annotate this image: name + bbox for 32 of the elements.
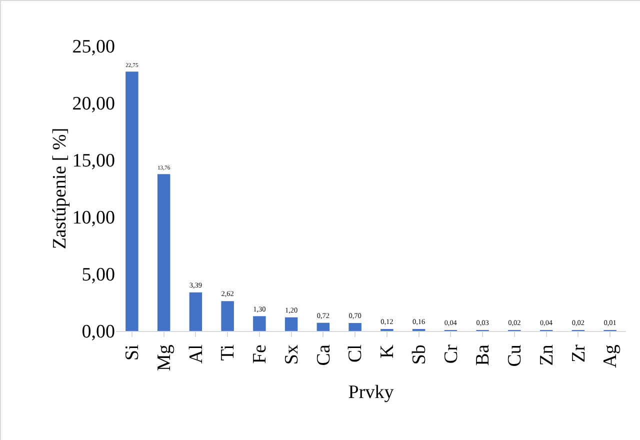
x-tick-label: Ti <box>218 344 239 361</box>
bar <box>221 301 234 331</box>
x-tick-label: Ca <box>313 344 334 366</box>
x-tick-label: Zr <box>568 344 590 363</box>
y-tick-label: 10,00 <box>72 208 115 229</box>
bar <box>253 316 266 331</box>
x-tick-label: Cl <box>345 344 366 363</box>
x-tick-label: Ag <box>600 344 622 368</box>
bar <box>126 72 138 331</box>
bar <box>189 292 202 331</box>
y-axis-title: Zastúpenie [ %] <box>49 128 70 250</box>
y-tick-label: 20,00 <box>72 94 115 115</box>
y-tick-label: 25,00 <box>72 36 115 58</box>
y-tick-label: 15,00 <box>72 150 115 172</box>
bar <box>157 174 170 331</box>
bar <box>316 322 330 331</box>
y-tick-label: 0,00 <box>82 322 115 343</box>
x-tick-label: Sx <box>281 344 302 365</box>
x-tick-label: Cr <box>440 344 462 364</box>
x-tick-label: Zn <box>536 344 558 366</box>
y-tick-label: 5,00 <box>82 264 115 286</box>
x-tick-label: K <box>377 344 398 358</box>
x-tick-label: Fe <box>250 344 271 364</box>
x-tick-label: Sb <box>408 344 430 365</box>
x-tick-label: Si <box>122 344 144 360</box>
x-tick-label: Al <box>186 344 207 364</box>
x-tick-label: Mg <box>154 344 175 372</box>
bar <box>348 323 362 331</box>
bar <box>284 317 298 331</box>
x-axis-title: Prvky <box>348 382 394 403</box>
x-tick-label: Ba <box>472 344 494 366</box>
x-tick-label: Cu <box>504 344 526 367</box>
